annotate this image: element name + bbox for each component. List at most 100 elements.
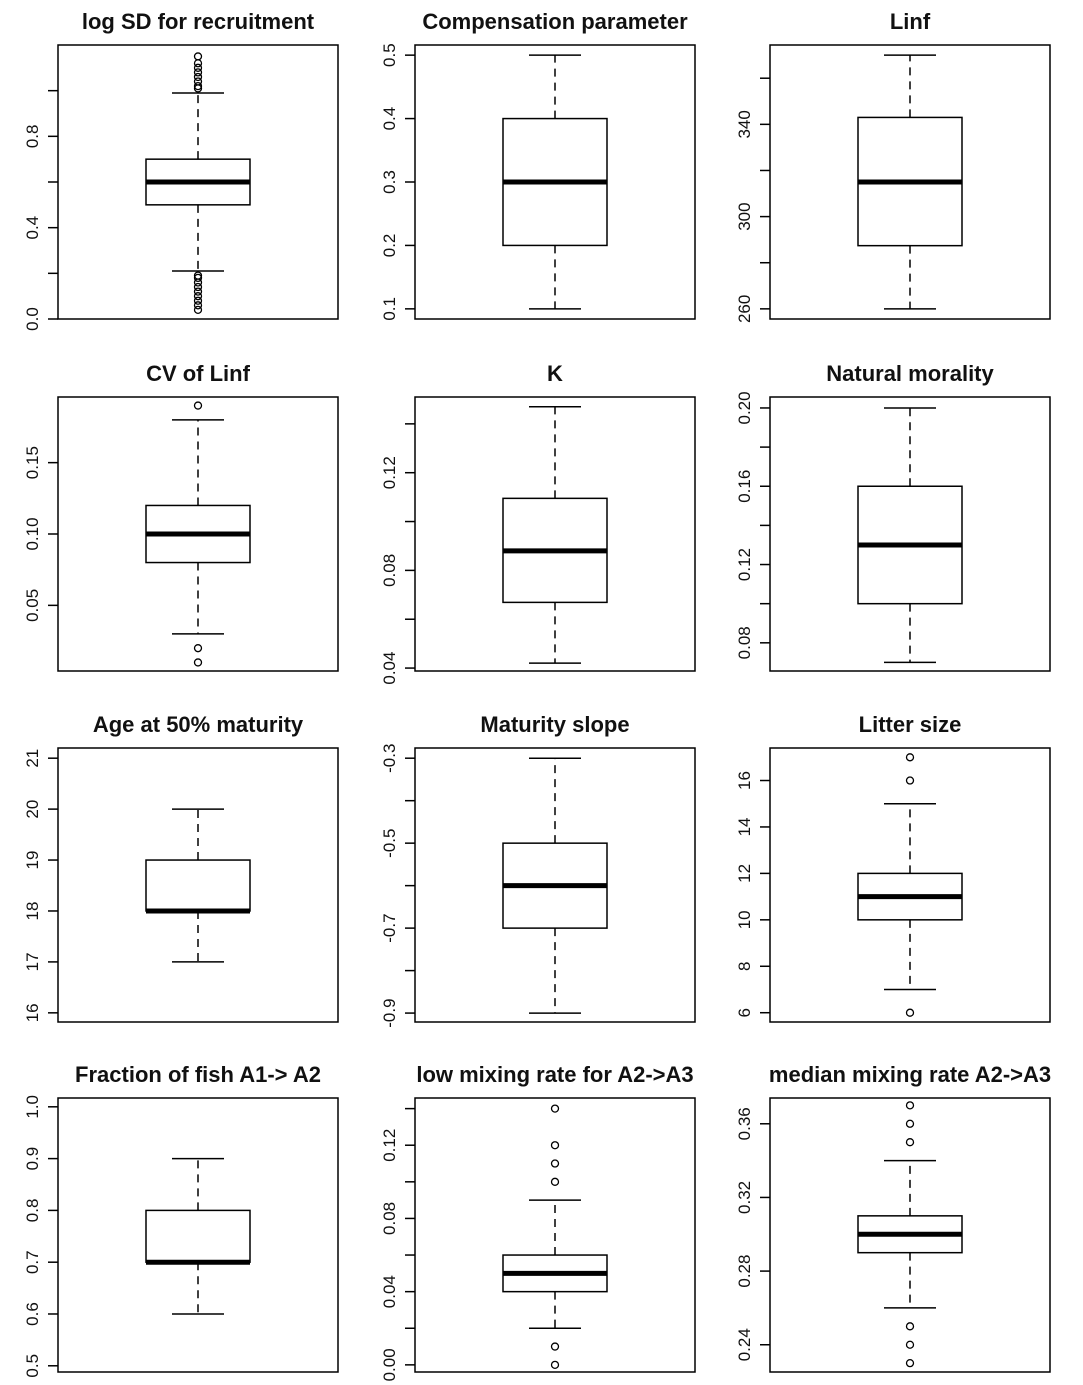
outlier	[193, 296, 203, 305]
outlier	[905, 1359, 915, 1368]
plot-frame	[414, 396, 696, 672]
outlier	[550, 1104, 560, 1113]
y-tick-label: 12	[735, 864, 754, 883]
outlier	[550, 1360, 560, 1370]
outlier	[193, 77, 203, 86]
outlier	[905, 1322, 915, 1331]
plot-frame	[57, 747, 339, 1023]
panel-title: Age at 50% maturity	[93, 712, 304, 737]
y-tick-label: 21	[23, 749, 42, 768]
panel-title: Compensation parameter	[422, 9, 688, 34]
outlier	[193, 282, 203, 292]
panel-title: Fraction of fish A1-> A2	[75, 1062, 321, 1087]
y-tick-label: -0.3	[380, 744, 399, 773]
y-tick-label: 0.32	[735, 1181, 754, 1214]
outlier	[193, 658, 203, 667]
outlier	[905, 1340, 915, 1349]
outlier	[193, 287, 203, 296]
y-tick-label: 340	[735, 110, 754, 138]
outlier	[550, 1342, 560, 1351]
outlier	[193, 72, 203, 82]
y-tick-label: 0.8	[23, 1199, 42, 1223]
y-tick-label: 16	[735, 771, 754, 790]
y-tick-label: 260	[735, 295, 754, 323]
panel-title: Natural morality	[826, 361, 994, 386]
outlier	[193, 292, 203, 301]
y-tick-label: 18	[23, 902, 42, 921]
y-tick-label: 0.08	[735, 626, 754, 659]
y-tick-label: 1.0	[23, 1095, 42, 1119]
panel-title: Litter size	[859, 712, 962, 737]
y-tick-label: 10	[735, 910, 754, 929]
y-tick-label: 0.1	[380, 297, 399, 321]
y-tick-label: 8	[735, 962, 754, 971]
box	[145, 1209, 251, 1263]
panel-title: low mixing rate for A2->A3	[416, 1062, 693, 1087]
outlier	[193, 63, 203, 72]
panel-title: Maturity slope	[480, 712, 629, 737]
outlier	[193, 273, 203, 283]
outlier	[550, 1177, 560, 1186]
y-tick-label: -0.9	[380, 998, 399, 1027]
outlier	[193, 301, 203, 310]
outlier	[193, 68, 203, 77]
plot-frame	[769, 396, 1051, 672]
y-tick-label: 17	[23, 952, 42, 971]
y-tick-label: 0.24	[735, 1328, 754, 1361]
y-tick-label: 0.7	[23, 1250, 42, 1274]
outlier	[193, 59, 203, 68]
panel-title: median mixing rate A2->A3	[769, 1062, 1051, 1087]
y-tick-label: -0.7	[380, 913, 399, 942]
y-tick-label: 0.05	[23, 589, 42, 622]
y-tick-label: 0.04	[380, 1275, 399, 1308]
y-tick-label: 300	[735, 202, 754, 230]
outlier	[905, 1008, 915, 1017]
y-tick-label: 0.12	[735, 548, 754, 581]
outlier	[905, 1138, 915, 1147]
y-tick-label: 0.4	[380, 107, 399, 131]
outlier	[905, 1119, 915, 1128]
y-tick-label: 0.6	[23, 1302, 42, 1326]
outlier	[905, 753, 915, 762]
y-tick-label: 0.12	[380, 456, 399, 489]
panel-title: Linf	[890, 9, 931, 34]
box	[145, 859, 251, 912]
outlier	[550, 1141, 560, 1150]
outlier	[193, 305, 203, 315]
plot-frame	[769, 44, 1051, 320]
y-tick-label: 0.15	[23, 446, 42, 479]
y-tick-label: 0.0	[23, 307, 42, 331]
panel-title: log SD for recruitment	[82, 9, 315, 34]
plot-frame	[414, 1097, 696, 1373]
outlier	[905, 776, 915, 785]
y-tick-label: 0.8	[23, 125, 42, 149]
y-tick-label: 0.5	[380, 43, 399, 67]
outlier	[193, 52, 203, 61]
outlier	[193, 401, 203, 410]
y-tick-label: 6	[735, 1008, 754, 1017]
outlier	[193, 271, 203, 280]
y-tick-label: 0.08	[380, 1202, 399, 1235]
y-tick-label: 0.10	[23, 517, 42, 550]
outlier	[905, 1101, 915, 1110]
y-tick-label: 0.9	[23, 1147, 42, 1171]
y-tick-label: 0.04	[380, 652, 399, 685]
y-tick-label: 0.08	[380, 554, 399, 587]
y-tick-label: 0.36	[735, 1107, 754, 1140]
y-tick-label: 0.28	[735, 1255, 754, 1288]
outlier	[193, 81, 203, 91]
y-tick-label: 20	[23, 800, 42, 819]
y-tick-label: 16	[23, 1003, 42, 1022]
panel-title: CV of Linf	[146, 361, 251, 386]
y-tick-label: 0.12	[380, 1129, 399, 1162]
y-tick-label: 0.20	[735, 391, 754, 424]
plot-frame	[57, 1097, 339, 1373]
y-tick-label: -0.5	[380, 829, 399, 858]
y-tick-label: 0.16	[735, 470, 754, 503]
plot-frame	[769, 1097, 1051, 1373]
y-tick-label: 0.3	[380, 170, 399, 194]
y-tick-label: 0.00	[380, 1348, 399, 1381]
y-tick-label: 0.4	[23, 216, 42, 240]
outlier	[193, 644, 203, 653]
